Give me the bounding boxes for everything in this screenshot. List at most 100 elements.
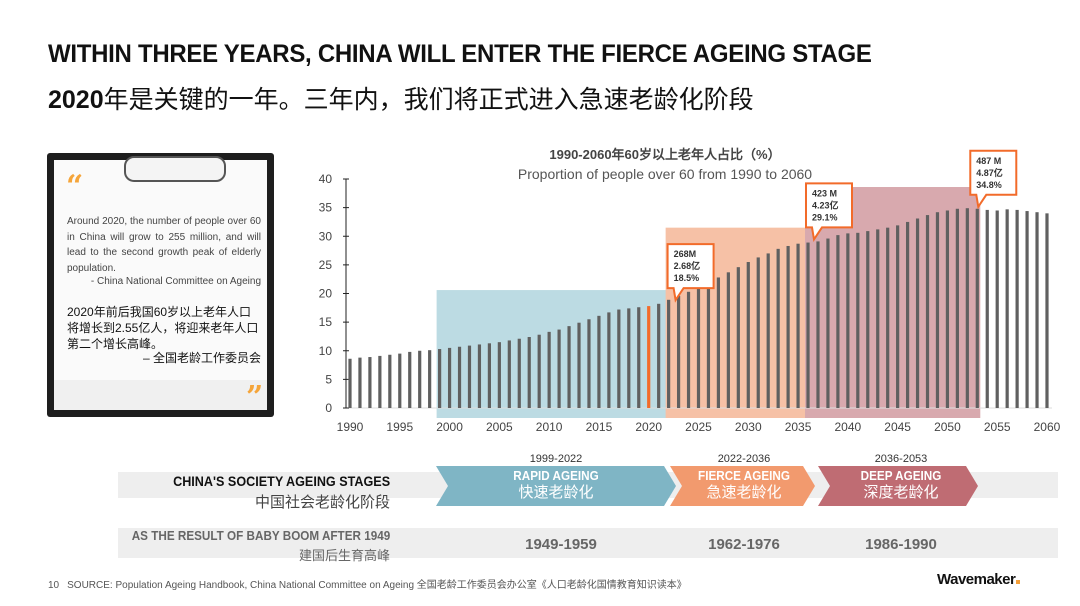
bar-2010 (547, 331, 551, 408)
bar-1997 (418, 350, 422, 408)
x-tick-label: 2050 (934, 420, 961, 434)
y-tick-label: 30 (319, 229, 333, 243)
deep-ageing-en: DEEP AGEING (860, 468, 942, 483)
rapid-ageing-years: 1999-2022 (529, 453, 583, 465)
x-tick-label: 2040 (834, 420, 861, 434)
bar-2009 (537, 334, 541, 408)
deep-ageing-cn: 深度老龄化 (863, 484, 939, 501)
page-title-cn-text: 年是关键的一年。三年内，我们将正式进入急速老龄化阶段 (103, 86, 754, 114)
bar-2031 (756, 257, 760, 408)
bar-2027 (716, 277, 721, 408)
bar-2007 (517, 338, 521, 408)
rapid-ageing-cn: 快速老龄化 (518, 484, 594, 501)
bar-2059 (1035, 212, 1039, 408)
callout-text: 4.23亿 (812, 199, 839, 210)
bar-1993 (378, 355, 382, 408)
bar-2045 (896, 225, 900, 408)
callout-text: 34.8% (976, 180, 1002, 190)
bar-2048 (925, 215, 930, 408)
bar-2004 (487, 343, 491, 408)
x-tick-label: 2055 (984, 420, 1011, 434)
bar-2015 (597, 315, 601, 408)
bar-2017 (617, 309, 621, 408)
x-tick-label: 2015 (586, 420, 613, 434)
bar-2025 (696, 287, 701, 408)
page-title-cn: 2020年是关键的一年。三年内，我们将正式进入急速老龄化阶段 (48, 80, 754, 116)
rapid-ageing-en: RAPID AGEING (513, 468, 599, 483)
region-rapid (436, 290, 672, 418)
bar-2058 (1025, 211, 1029, 408)
bar-2053 (975, 208, 979, 408)
x-tick-label: 2005 (486, 420, 513, 434)
y-tick-label: 20 (319, 287, 333, 301)
baby-boom-band (118, 528, 1058, 558)
callout-1: 423 M4.23亿 29.1% (804, 182, 853, 243)
bar-2057 (1015, 209, 1019, 408)
fierce-ageing-cn: 急速老龄化 (706, 484, 782, 501)
x-tick-label: 1995 (386, 420, 413, 434)
callout-text: 487 M (976, 156, 1001, 166)
callout-box (969, 149, 1018, 210)
bar-2056 (1005, 209, 1009, 408)
bar-2008 (527, 337, 531, 408)
y-tick-label: 0 (325, 401, 332, 415)
bar-2011 (557, 329, 561, 408)
bar-2029 (736, 267, 740, 408)
deep-ageing-label: DEEP AGEING 深度老龄化 (826, 468, 976, 502)
bar-1992 (368, 357, 372, 408)
bar-1995 (398, 353, 402, 408)
fierce-ageing-arrow (670, 466, 815, 506)
stages-label-cn: 中国社会老龄化阶段 (254, 494, 390, 511)
bar-2026 (706, 282, 711, 408)
bar-1991 (358, 357, 362, 408)
wavemaker-logo: Wavemaker (937, 571, 1021, 588)
quote-text-en: Around 2020, the number of people over 6… (67, 216, 261, 274)
bar-2028 (726, 272, 730, 408)
bar-2044 (886, 227, 890, 408)
bar-2052 (965, 208, 969, 408)
bar-2040 (846, 233, 850, 408)
fierce-ageing-en: FIERCE AGEING (698, 468, 790, 483)
bar-1998 (428, 350, 432, 408)
bar-2000 (447, 347, 452, 408)
callout-text: 423 M (812, 188, 837, 198)
y-tick-label: 40 (319, 172, 333, 186)
quote-source-cn: – 全国老龄工作委员会 (142, 351, 261, 365)
bar-2042 (866, 231, 870, 408)
baby-boom-label-cn: 建国后生育高峰 (298, 548, 390, 563)
bar-2046 (905, 221, 910, 408)
footer-source: 10 SOURCE: Population Ageing Handbook, Ch… (48, 576, 687, 591)
x-tick-label: 2010 (536, 420, 563, 434)
bar-2018 (627, 308, 631, 408)
y-tick-label: 25 (319, 258, 333, 272)
bar-2047 (915, 218, 920, 408)
bar-2054 (985, 209, 989, 408)
bar-2002 (467, 345, 472, 408)
callout-text: 29.1% (812, 212, 838, 222)
source-text: SOURCE: Population Ageing Handbook, Chin… (67, 580, 687, 591)
stages-label-en: CHINA'S SOCIETY AGEING STAGES (173, 473, 390, 489)
page-title-en: WITHIN THREE YEARS, CHINA WILL ENTER THE… (48, 40, 872, 68)
bar-2041 (856, 232, 860, 408)
bar-2022 (667, 299, 671, 408)
bar-2036 (806, 242, 810, 408)
bar-2055 (995, 210, 999, 408)
bar-1999 (438, 349, 442, 408)
x-tick-label: 2025 (685, 420, 712, 434)
y-tick-label: 15 (319, 315, 333, 329)
quote-clipboard (47, 153, 274, 417)
bar-2003 (477, 344, 482, 408)
y-tick-label: 5 (325, 372, 332, 386)
bar-2039 (836, 235, 840, 408)
fierce-ageing-years: 2022-2036 (717, 453, 771, 465)
quote-text-cn: 2020年前后我国60岁以上老年人口将增长到2.55亿人，将迎来老年人口第二个增… (67, 305, 259, 351)
bar-2032 (766, 253, 770, 408)
bar-2014 (587, 319, 591, 408)
bar-2020 (647, 306, 651, 408)
close-quote-icon: ” (246, 380, 264, 415)
rapid-ageing-label: RAPID AGEING 快速老龄化 (476, 468, 636, 502)
x-tick-label: 2020 (635, 420, 662, 434)
deep-ageing-arrow (818, 466, 978, 506)
baby-boom-label-en: AS THE RESULT OF BABY BOOM AFTER 1949 (131, 528, 390, 543)
